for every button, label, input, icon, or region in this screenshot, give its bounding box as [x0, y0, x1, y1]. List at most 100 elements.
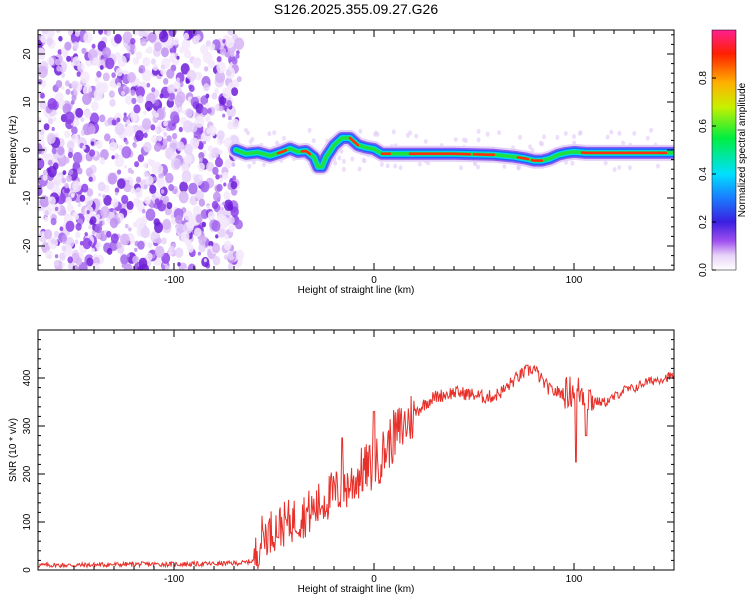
noise-speck: [45, 250, 53, 260]
noise-speck: [393, 163, 398, 169]
noise-speck: [154, 221, 163, 234]
noise-speck: [134, 247, 138, 252]
noise-speck: [408, 130, 413, 136]
noise-speck: [170, 214, 174, 219]
noise-speck: [154, 99, 160, 107]
noise-speck: [201, 221, 207, 228]
noise-speck: [186, 244, 194, 253]
noise-speck: [63, 188, 68, 194]
noise-speck: [165, 172, 174, 184]
colorbar-label: Normalized spectral amplitude: [737, 82, 748, 217]
noise-speck: [39, 92, 45, 99]
noise-speck: [76, 167, 83, 175]
noise-speck: [48, 236, 58, 250]
noise-speck: [46, 167, 52, 174]
noise-speck: [188, 182, 198, 195]
noise-speck: [222, 113, 226, 118]
noise-speck: [414, 133, 419, 139]
noise-speck: [578, 130, 583, 136]
noise-speck: [162, 106, 166, 111]
noise-speck: [42, 169, 48, 176]
noise-speck: [146, 82, 151, 88]
noise-speck: [140, 38, 147, 47]
noise-speck: [151, 134, 158, 144]
noise-speck: [143, 162, 148, 168]
noise-speck: [123, 112, 127, 117]
noise-speck: [206, 127, 212, 135]
colorbar-tick-label: 0.8: [698, 71, 709, 85]
noise-speck: [88, 224, 92, 230]
noise-speck: [167, 84, 176, 95]
noise-speck: [230, 118, 240, 130]
noise-speck: [67, 203, 74, 213]
noise-speck: [141, 208, 146, 214]
noise-speck: [73, 41, 79, 49]
noise-speck: [65, 80, 70, 87]
noise-speck: [88, 176, 93, 182]
noise-speck: [160, 68, 167, 76]
noise-speck: [350, 156, 355, 162]
noise-speck: [184, 267, 188, 270]
noise-speck: [219, 174, 223, 179]
noise-speck: [72, 211, 78, 218]
noise-speck: [91, 230, 96, 236]
noise-speck: [121, 194, 129, 204]
noise-speck: [235, 53, 240, 59]
noise-speck: [91, 248, 95, 253]
noise-speck: [225, 37, 235, 49]
noise-speck: [473, 161, 478, 167]
noise-speck: [99, 65, 104, 70]
y-tick-label: 100: [22, 513, 33, 530]
noise-speck: [53, 175, 62, 187]
noise-speck: [528, 144, 533, 150]
noise-speck: [67, 256, 73, 264]
noise-speck: [126, 200, 134, 210]
noise-speck: [125, 140, 129, 145]
noise-speck: [224, 233, 229, 240]
y-tick-label: 0: [22, 147, 33, 153]
noise-speck: [236, 50, 240, 55]
noise-speck: [229, 178, 233, 183]
noise-speck: [184, 210, 193, 221]
noise-speck: [77, 203, 81, 208]
noise-speck: [163, 78, 169, 85]
noise-speck: [89, 216, 97, 225]
noise-speck: [227, 263, 234, 270]
noise-speck: [198, 116, 203, 122]
noise-speck: [127, 72, 136, 83]
noise-speck: [215, 157, 223, 168]
noise-speck: [65, 88, 71, 95]
noise-speck: [39, 195, 50, 208]
noise-speck: [231, 162, 236, 167]
noise-speck: [101, 221, 105, 226]
noise-speck: [152, 176, 157, 182]
snr-panel: -100 0 100 0 100 200 300 400 Height of straight…: [8, 329, 675, 595]
noise-speck: [143, 110, 147, 115]
noise-speck: [173, 80, 181, 90]
noise-speck: [166, 68, 175, 79]
noise-speck: [130, 89, 136, 96]
noise-speck: [61, 262, 65, 268]
x-tick-label: 0: [371, 574, 377, 585]
noise-speck: [121, 263, 126, 268]
noise-speck: [135, 86, 145, 98]
noise-speck: [502, 164, 507, 169]
noise-speck: [84, 232, 88, 237]
noise-speck: [179, 46, 185, 54]
colorbar-scale: [711, 29, 737, 271]
noise-speck: [222, 201, 226, 206]
noise-speck: [161, 47, 169, 58]
x-tick-label: 100: [566, 275, 583, 286]
noise-speck: [181, 170, 192, 183]
noise-speck: [58, 35, 63, 42]
noise-speck: [116, 241, 122, 249]
noise-speck: [175, 215, 183, 225]
noise-speck: [102, 72, 110, 82]
noise-speck: [621, 140, 626, 146]
noise-speck: [159, 30, 169, 43]
noise-speck: [92, 57, 100, 66]
noise-speck: [129, 180, 134, 186]
y-tick-label: 300: [22, 417, 33, 434]
spectrogram-x-label: Height of straight line (km): [298, 285, 415, 296]
